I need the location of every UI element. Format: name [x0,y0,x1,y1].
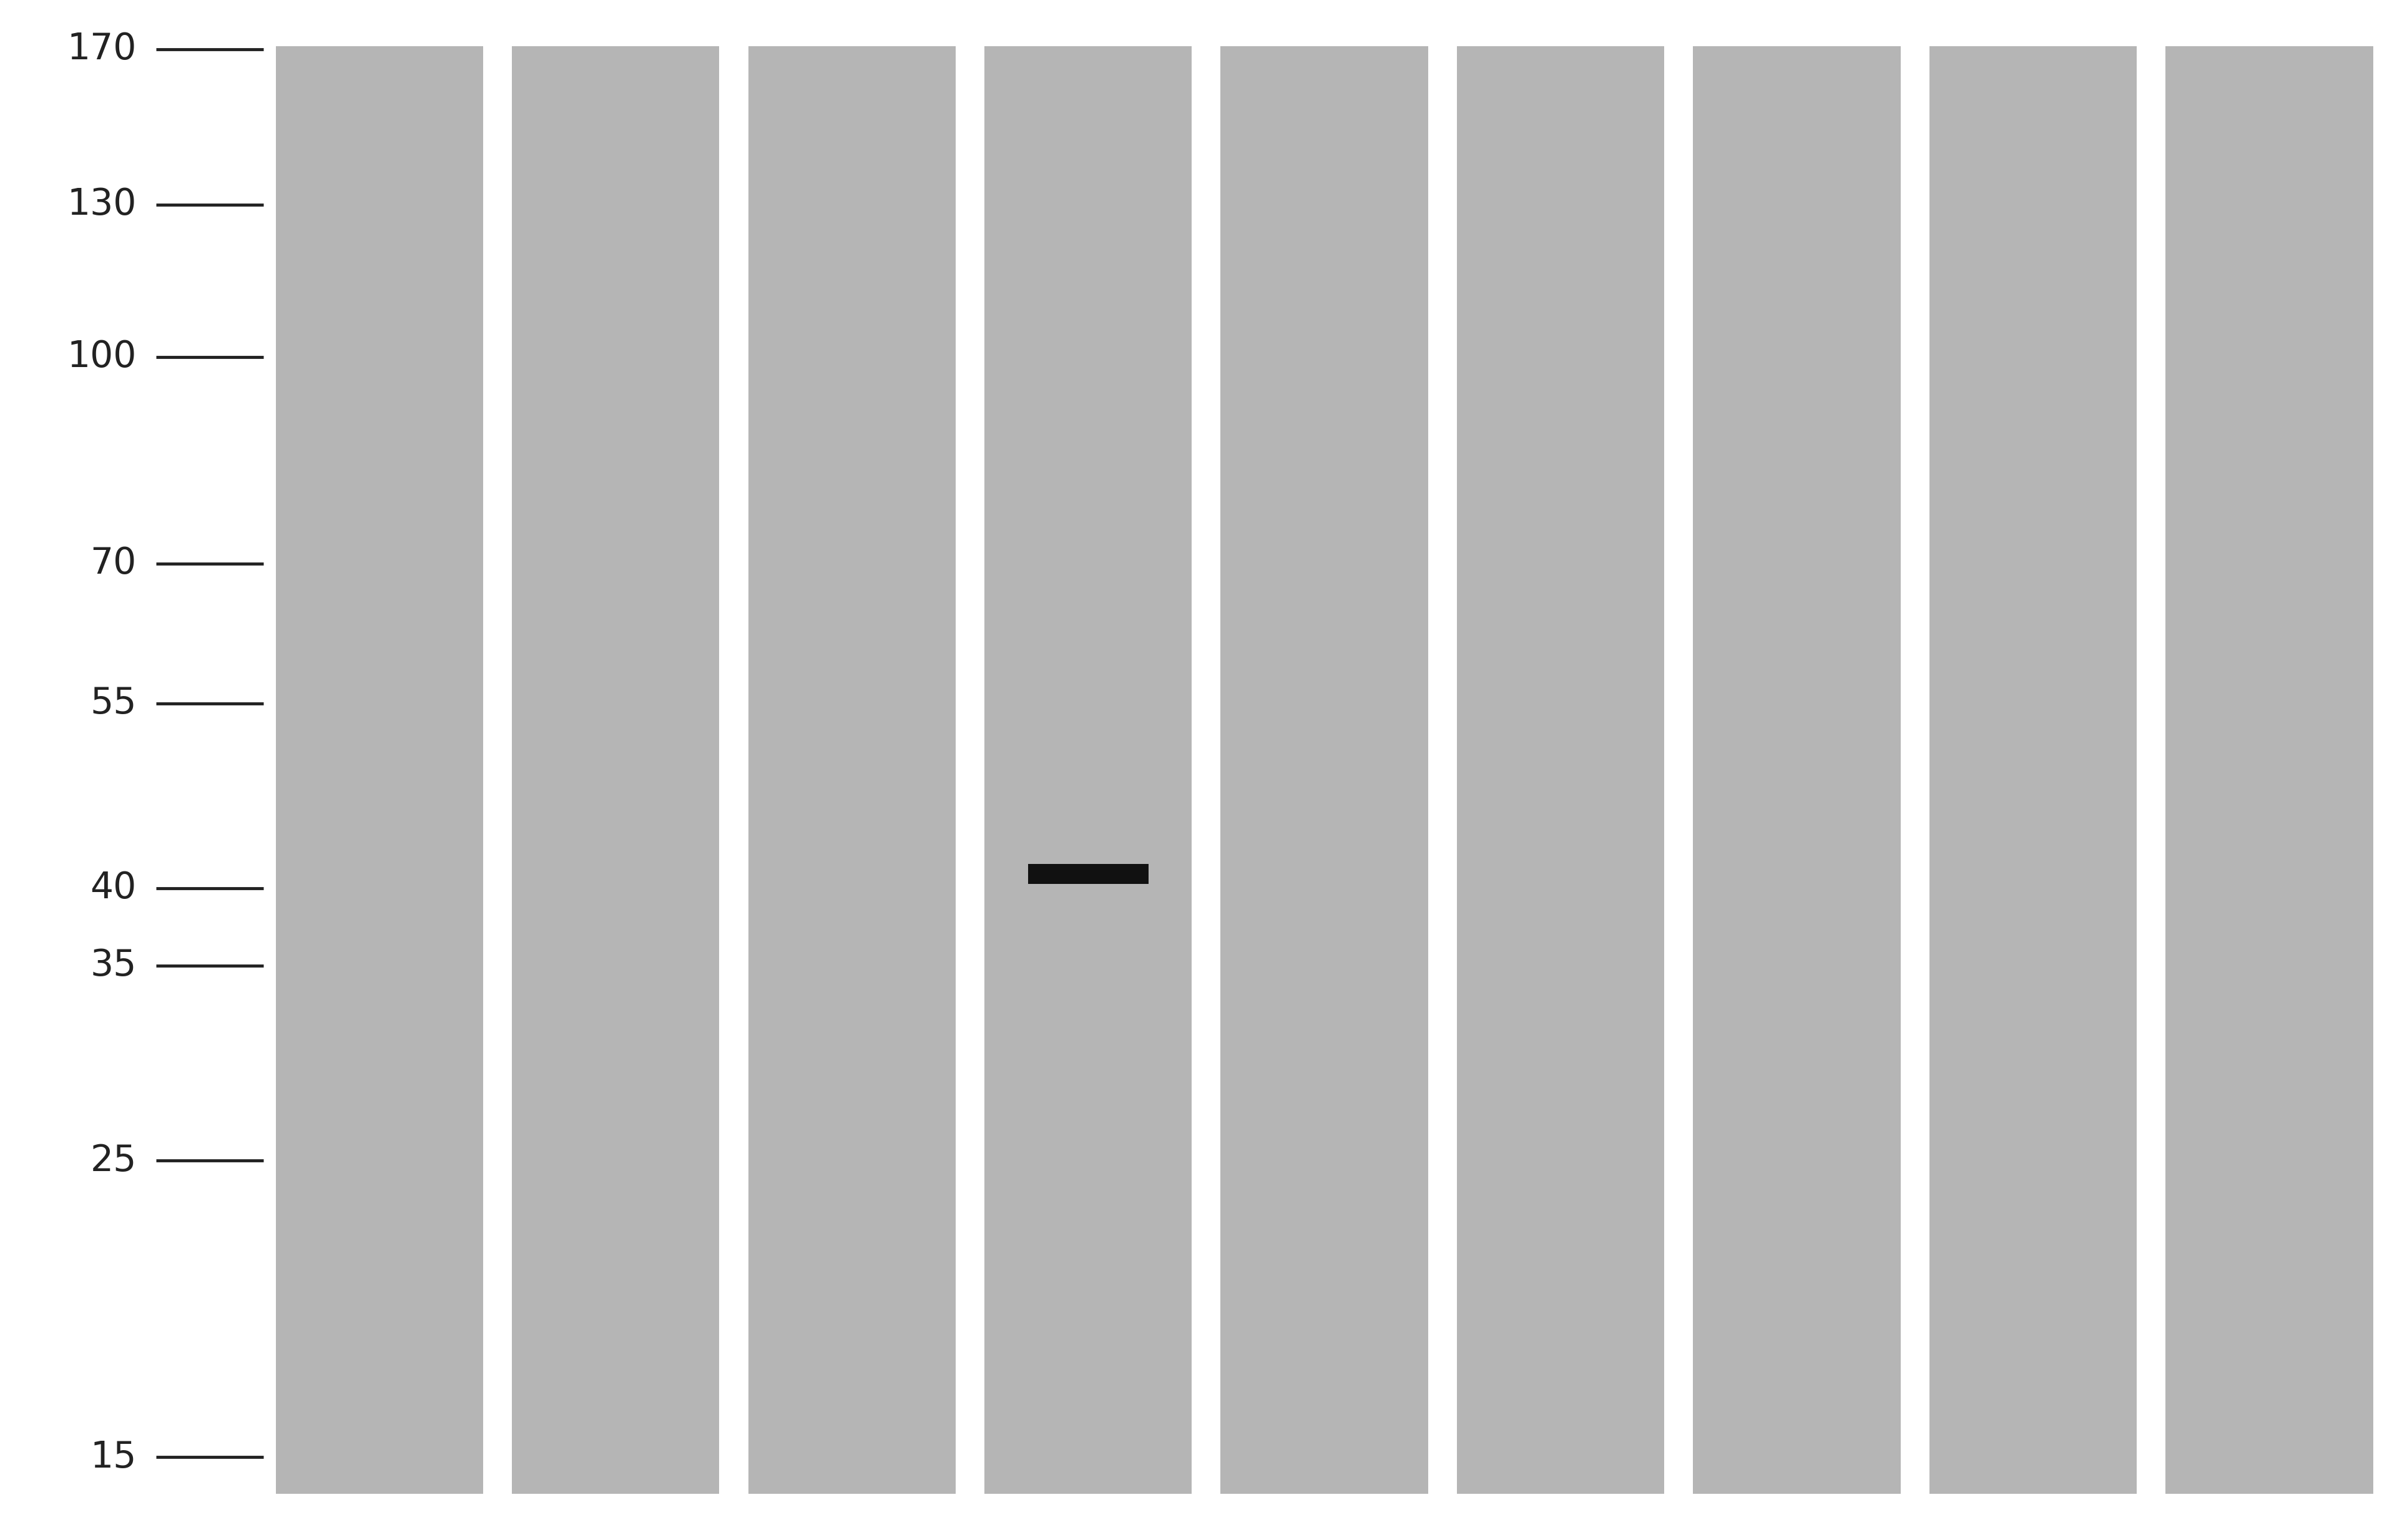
Text: 55: 55 [91,685,137,721]
Text: 25: 25 [91,1143,137,1178]
Text: 40: 40 [91,870,137,906]
Bar [1457,46,1664,1494]
Text: 35: 35 [91,947,137,984]
Text: 70: 70 [91,545,137,582]
Bar [276,46,484,1494]
Bar [1028,864,1148,884]
Bar [748,46,956,1494]
Bar [985,46,1191,1494]
Bar [513,46,719,1494]
Text: 15: 15 [91,1440,137,1475]
Text: 100: 100 [67,339,137,374]
Text: 130: 130 [67,186,137,222]
Bar [2164,46,2373,1494]
Bar [1220,46,1429,1494]
Bar [1930,46,2136,1494]
Text: 170: 170 [67,31,137,66]
Bar [1692,46,1901,1494]
